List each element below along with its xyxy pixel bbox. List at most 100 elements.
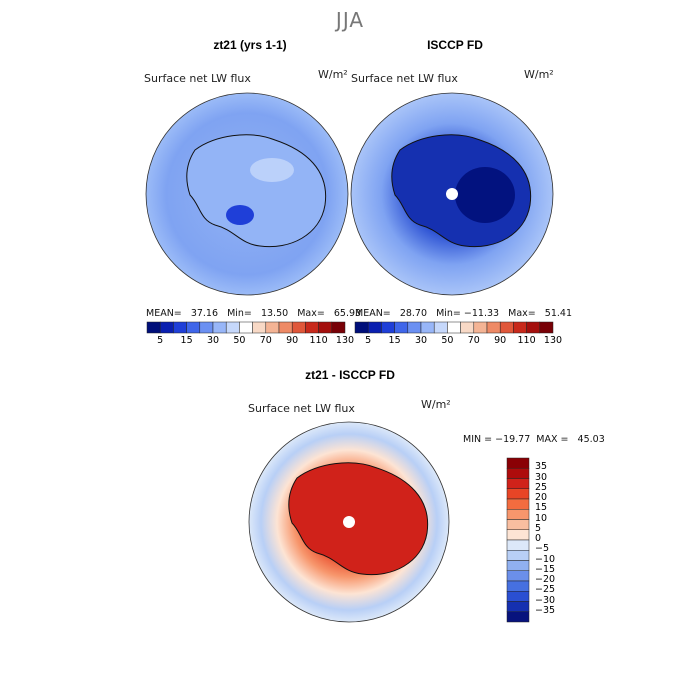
colorbar-panel1-swatch [212,321,227,334]
cold-spot-1 [226,205,254,225]
colorbar-diff-tick-label: 25 [535,481,548,493]
colorbar-panel1-tick-label: 5 [157,335,164,346]
colorbar-diff-tick-label: 10 [535,512,548,524]
colorbar-diff-tick-label: −10 [535,553,556,565]
colorbar-diff-tick-label: 0 [535,533,542,544]
colorbar-panel1-swatch [225,321,240,334]
colorbar-panel1-swatch [305,321,319,334]
colorbar-diff-swatch [506,468,530,479]
colorbar-diff-swatch [506,570,530,582]
colorbar-panel1-swatch [265,321,280,334]
colorbar-panel1-tick-label: 110 [309,335,328,346]
panel2-title: ISCCP FD [427,38,483,52]
colorbar-panel1-tick-label: 15 [180,335,193,346]
colorbar-panel2-swatch [420,321,435,334]
colorbar-panel1-swatch [278,321,293,334]
colorbar-panel2-swatch [460,321,475,334]
colorbar-panel1-tick-label: 130 [335,335,355,346]
colorbar-diff-tick-label: 20 [535,492,548,503]
colorbar-diff-swatch [506,457,530,469]
colorbar-panel1-swatch [173,321,187,334]
panel2-variable: Surface net LW flux [351,72,458,85]
colorbar-panel1-swatch [186,321,201,334]
panel1-title: zt21 (yrs 1-1) [213,38,287,52]
colorbar-panel2-swatch [354,321,369,334]
panel3-title: zt21 - ISCCP FD [305,368,395,382]
colorbar-panel1-swatch [331,321,346,334]
colorbar-panel2-swatch [473,321,488,334]
panel1-unit: W/m² [318,68,348,81]
colorbar-panel2-swatch [447,321,461,334]
colorbar-panel2 [354,321,554,334]
colorbar-diff-swatch [506,539,530,551]
colorbar-diff-swatch [506,550,530,561]
colorbar-panel2-tick-label: 30 [414,335,428,346]
colorbar-panel2-tick-label: 70 [467,335,480,346]
colorbar-panel2-swatch [433,321,448,334]
colorbar-panel2-tick-label: 90 [494,335,507,346]
colorbar-panel1-tick-label: 90 [286,335,299,346]
colorbar-panel2-swatch [381,321,395,334]
season-title: JJA [335,8,365,32]
colorbar-panel1-swatch [199,321,214,334]
colorbar-diff [506,457,530,623]
colorbar-panel1-swatch [318,321,333,334]
colorbar-panel1-swatch [291,321,306,334]
colorbar-panel2-swatch [367,321,382,334]
colorbar-panel2-swatch [513,321,527,334]
panel2-stats: MEAN= 28.70 Min= −11.33 Max= 51.41 [355,308,572,319]
panel1-variable: Surface net LW flux [144,72,251,85]
colorbar-panel2-tick-label: 110 [517,335,536,346]
colorbar-diff-swatch [506,601,530,612]
panel3-unit: W/m² [421,398,451,411]
colorbar-diff-swatch [506,478,530,489]
colorbar-panel2-tick-label: 15 [388,335,401,346]
colorbar-diff-swatch [506,498,530,510]
colorbar-panel2-swatch [539,321,554,334]
colorbar-diff-tick-label: −20 [535,574,556,585]
colorbar-diff-swatch [506,560,530,571]
colorbar-diff-swatch [506,580,530,592]
colorbar-diff-tick-label: 15 [535,502,548,514]
colorbar-panel1-tick-label: 50 [233,335,246,346]
colorbar-diff-swatch [506,509,530,520]
panel1-map [145,92,349,296]
colorbar-panel2-swatch [394,321,409,334]
colorbar-diff-tick-label: −25 [535,584,556,596]
colorbar-panel1-tick-label: 70 [259,335,272,346]
colorbar-diff-tick-label: 5 [535,522,542,534]
pole-hole-2 [446,188,458,200]
colorbar-panel2-swatch [486,321,501,334]
antarctica-outline-diff [288,462,429,576]
colorbar-panel1-swatch [239,321,253,334]
colorbar-panel2-tick-label: 5 [365,335,372,346]
colorbar-panel2-swatch [407,321,422,334]
colorbar-panel2-tick-label: 130 [543,335,563,346]
colorbar-diff-tick-label: −35 [535,604,556,616]
colorbar-diff-tick-label: −5 [535,543,550,555]
colorbar-panel1-swatch [252,321,267,334]
colorbar-panel1-swatch [146,321,161,334]
colorbar-diff-swatch [506,611,530,623]
colorbar-diff-tick-label: −30 [535,594,556,606]
colorbar-diff-tick-label: −15 [535,563,556,575]
colorbar-diff-tick-label: 30 [535,471,548,483]
colorbar-diff-swatch [506,519,530,530]
colorbar-panel1-tick-label: 30 [206,335,220,346]
colorbar-panel2-swatch [526,321,541,334]
diff-map [248,421,450,623]
colorbar-panel2-swatch [499,321,514,334]
colorbar-diff-swatch [506,529,530,541]
panel3-stats: MIN = −19.77 MAX = 45.03 [463,434,605,445]
panel1-stats: MEAN= 37.16 Min= 13.50 Max= 65.93 [146,308,362,319]
panel2-map [350,92,554,296]
colorbar-diff-swatch [506,488,530,500]
colorbar-panel1-swatch [159,321,174,334]
colorbar-panel2-tick-label: 50 [441,335,454,346]
panel3-variable: Surface net LW flux [248,402,355,415]
antarctica-outline-1 [186,134,327,248]
colorbar-panel1 [146,321,346,334]
pole-hole-diff [343,516,355,528]
colorbar-diff-tick-label: 35 [535,461,548,473]
